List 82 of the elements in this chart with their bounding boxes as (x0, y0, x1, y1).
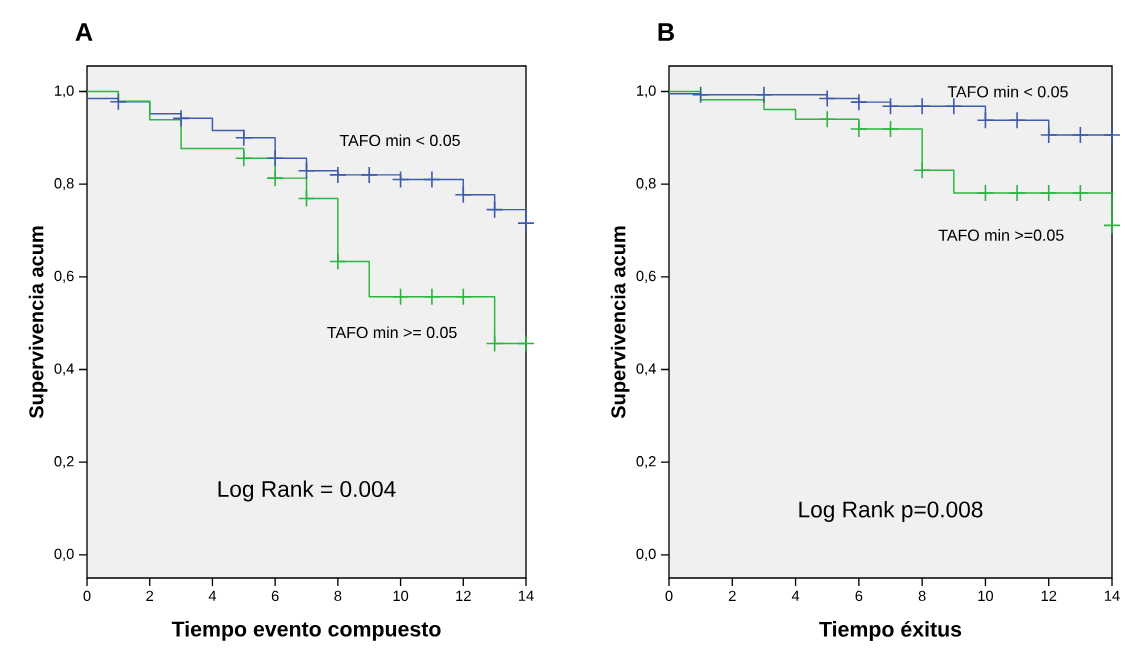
point (266, 149, 284, 168)
point (172, 109, 190, 128)
annotation: TAFO min >= 0.05 (327, 326, 457, 339)
x-axis-title: Tiempo evento compuesto (171, 620, 441, 641)
x-tick-label: 10 (978, 590, 993, 602)
y-tick-label: 1,0 (637, 85, 656, 98)
point (818, 110, 837, 129)
y-tick-label: 0,0 (636, 548, 656, 561)
annotation: Log Rank = 0.004 (218, 480, 396, 502)
point (517, 334, 535, 353)
point (850, 120, 868, 138)
chart-title: A (75, 23, 93, 41)
point (976, 111, 995, 130)
point (1103, 126, 1121, 144)
annotation: TAFO min >=0.05 (938, 229, 1064, 241)
annotation: TAFO min < 0.05 (947, 85, 1068, 98)
point (913, 97, 931, 116)
y-tick-label: 0,6 (54, 270, 74, 283)
point (818, 89, 837, 108)
point (1008, 184, 1026, 202)
y-tick-label: 0,8 (54, 178, 74, 191)
annotation: TAFO min < 0.05 (339, 134, 460, 147)
point (944, 97, 963, 116)
point (1071, 184, 1090, 202)
x-tick-label: 8 (334, 590, 342, 602)
y-tick-label: 0,2 (54, 456, 74, 469)
y-tick-label: 0,0 (54, 548, 74, 561)
chart-title: B (658, 23, 675, 41)
x-tick-label: 0 (83, 590, 91, 602)
point (485, 200, 504, 219)
point (755, 85, 773, 104)
y-tick-label: 0,6 (636, 270, 656, 283)
x-tick-label: 8 (918, 590, 926, 602)
y-axis-title: Supervivencia acum (28, 226, 48, 419)
point (423, 170, 441, 189)
y-tick-label: 0,8 (636, 178, 656, 191)
x-tick-label: 6 (855, 590, 863, 602)
point (1039, 184, 1058, 202)
point (423, 287, 441, 306)
point (329, 252, 347, 271)
point (1103, 216, 1121, 235)
point (234, 149, 253, 168)
point (1039, 126, 1058, 144)
point (360, 166, 379, 184)
point (913, 161, 931, 180)
y-axis-title: Supervivencia acum (610, 226, 630, 419)
x-tick-label: 10 (393, 590, 409, 602)
x-axis-title: Tiempo éxitus (819, 620, 962, 641)
y-tick-label: 0,4 (54, 363, 74, 376)
point (485, 334, 504, 353)
point (691, 85, 710, 104)
point (297, 161, 316, 180)
x-tick-label: 12 (1041, 590, 1057, 601)
y-tick-label: 0,2 (636, 456, 656, 469)
x-tick-label: 2 (146, 590, 154, 601)
x-tick-label: 4 (208, 590, 217, 601)
point (454, 287, 473, 306)
x-tick-label: 14 (1104, 590, 1120, 601)
point (391, 287, 410, 306)
point (881, 120, 900, 138)
point (329, 166, 347, 184)
point (976, 184, 995, 202)
point (454, 186, 473, 204)
point (266, 169, 284, 187)
point (850, 93, 868, 111)
y-tick-label: 0,4 (636, 363, 656, 376)
point (881, 97, 900, 116)
point (109, 92, 128, 111)
x-tick-label: 14 (518, 590, 534, 601)
y-tick-label: 1,0 (55, 85, 74, 98)
x-tick-label: 2 (728, 590, 736, 601)
point (517, 214, 535, 232)
point (297, 189, 316, 208)
x-tick-label: 6 (271, 590, 279, 602)
point (1008, 111, 1026, 130)
x-tick-label: 4 (791, 590, 800, 601)
point (1071, 126, 1090, 144)
x-tick-label: 12 (456, 590, 471, 601)
point (234, 129, 253, 147)
x-tick-label: 0 (665, 590, 673, 602)
annotation: Log Rank p=0.008 (799, 500, 983, 522)
point (391, 170, 410, 189)
